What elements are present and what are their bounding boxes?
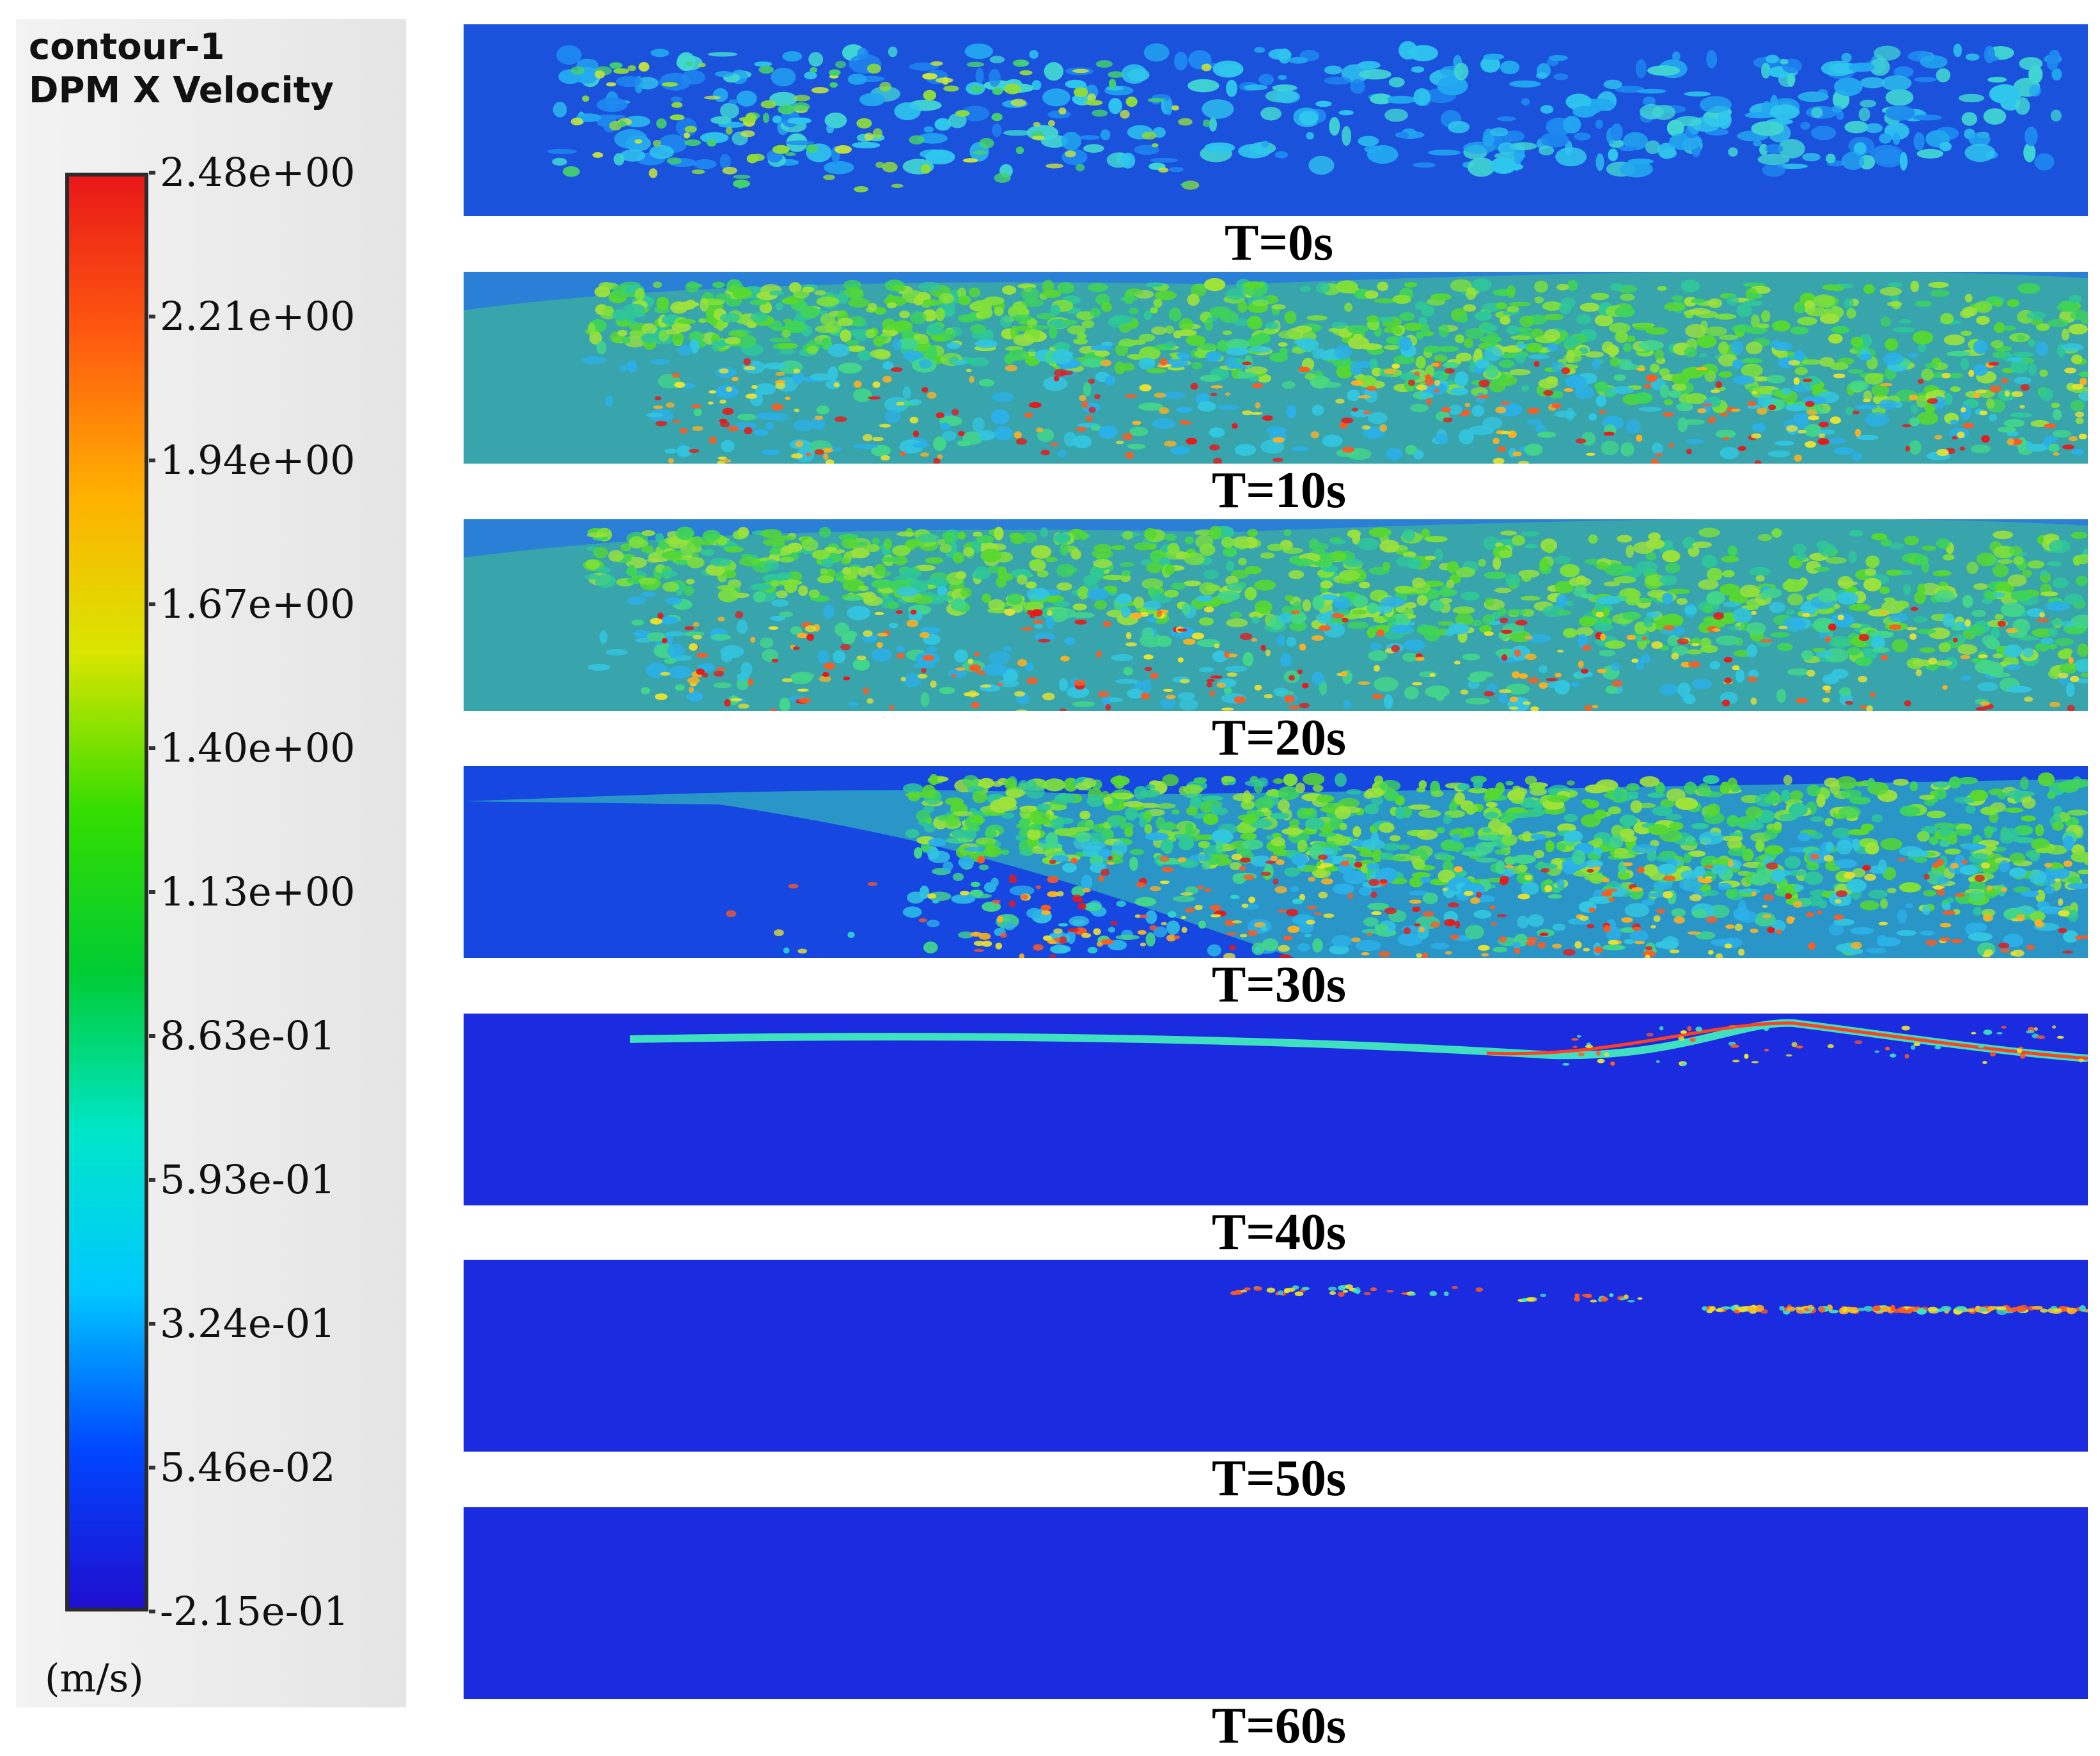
- colorbar-tick: [149, 1322, 155, 1326]
- snapshot-contour: [464, 519, 2088, 711]
- legend-title-contour: contour-1: [29, 26, 225, 68]
- colorbar-gradient: [65, 173, 148, 1611]
- snapshot-time-label: T=0s: [1224, 215, 1334, 271]
- colorbar-tick: [149, 1466, 155, 1470]
- colorbar-tick: [149, 1610, 155, 1613]
- snapshot-time-label: T=10s: [1211, 462, 1347, 519]
- colorbar-tick: [149, 602, 155, 606]
- colorbar-tick-label: 3.24e-01: [160, 1300, 336, 1347]
- colorbar-tick-label: 1.94e+00: [160, 437, 356, 483]
- legend-title-variable: DPM X Velocity: [29, 70, 334, 111]
- colorbar-tick-label: 1.67e+00: [160, 581, 356, 627]
- legend-unit: (m/s): [45, 1656, 144, 1701]
- colorbar-tick: [149, 746, 155, 750]
- velocity-contour-plot: [464, 1014, 2088, 1205]
- colorbar-tick: [149, 1034, 155, 1038]
- colorbar-tick-label: 1.13e+00: [160, 868, 356, 915]
- snapshot-contour: [464, 24, 2088, 216]
- colorbar-tick-label: 1.40e+00: [160, 725, 356, 771]
- colorbar-tick: [149, 315, 155, 318]
- colorbar-tick-label: 2.48e+00: [160, 149, 356, 196]
- colorbar-legend: contour-1 DPM X Velocity 2.48e+00 2.21e+0…: [16, 19, 406, 1707]
- snapshot-time-label: T=60s: [1211, 1698, 1347, 1754]
- colorbar-tick-label: 8.63e-01: [160, 1012, 336, 1059]
- colorbar-tick-label: -2.15e-01: [160, 1588, 349, 1634]
- colorbar-tick-label: 5.46e-02: [160, 1444, 336, 1491]
- colorbar-tick: [149, 171, 155, 175]
- snapshot-time-label: T=30s: [1211, 957, 1347, 1013]
- colorbar-tick: [149, 1178, 155, 1182]
- colorbar-tick: [149, 890, 155, 894]
- velocity-contour-plot: [464, 24, 2088, 216]
- velocity-contour-plot: [464, 1260, 2088, 1452]
- velocity-contour-plot: [464, 766, 2088, 958]
- snapshot-time-label: T=20s: [1211, 710, 1347, 766]
- legend-title: contour-1 DPM X Velocity: [29, 26, 406, 113]
- velocity-contour-plot: [464, 1507, 2088, 1699]
- colorbar-tick: [149, 459, 155, 462]
- snapshot-contour: [464, 1507, 2088, 1699]
- velocity-contour-plot: [464, 272, 2088, 464]
- snapshot-time-label: T=40s: [1211, 1204, 1347, 1260]
- snapshot-contour: [464, 272, 2088, 464]
- colorbar-tick-label: 2.21e+00: [160, 293, 356, 340]
- snapshot-time-label: T=50s: [1211, 1450, 1347, 1507]
- colorbar-tick-label: 5.93e-01: [160, 1156, 336, 1203]
- snapshot-contour: [464, 1014, 2088, 1205]
- snapshot-contour: [464, 766, 2088, 958]
- snapshot-contour: [464, 1260, 2088, 1452]
- velocity-contour-plot: [464, 519, 2088, 711]
